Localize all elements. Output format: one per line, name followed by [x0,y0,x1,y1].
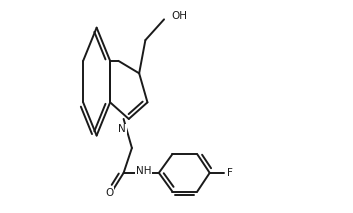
Text: NH: NH [136,166,151,176]
Text: N: N [118,124,126,134]
Text: OH: OH [171,11,187,21]
Text: F: F [227,168,233,178]
Text: O: O [105,188,113,198]
